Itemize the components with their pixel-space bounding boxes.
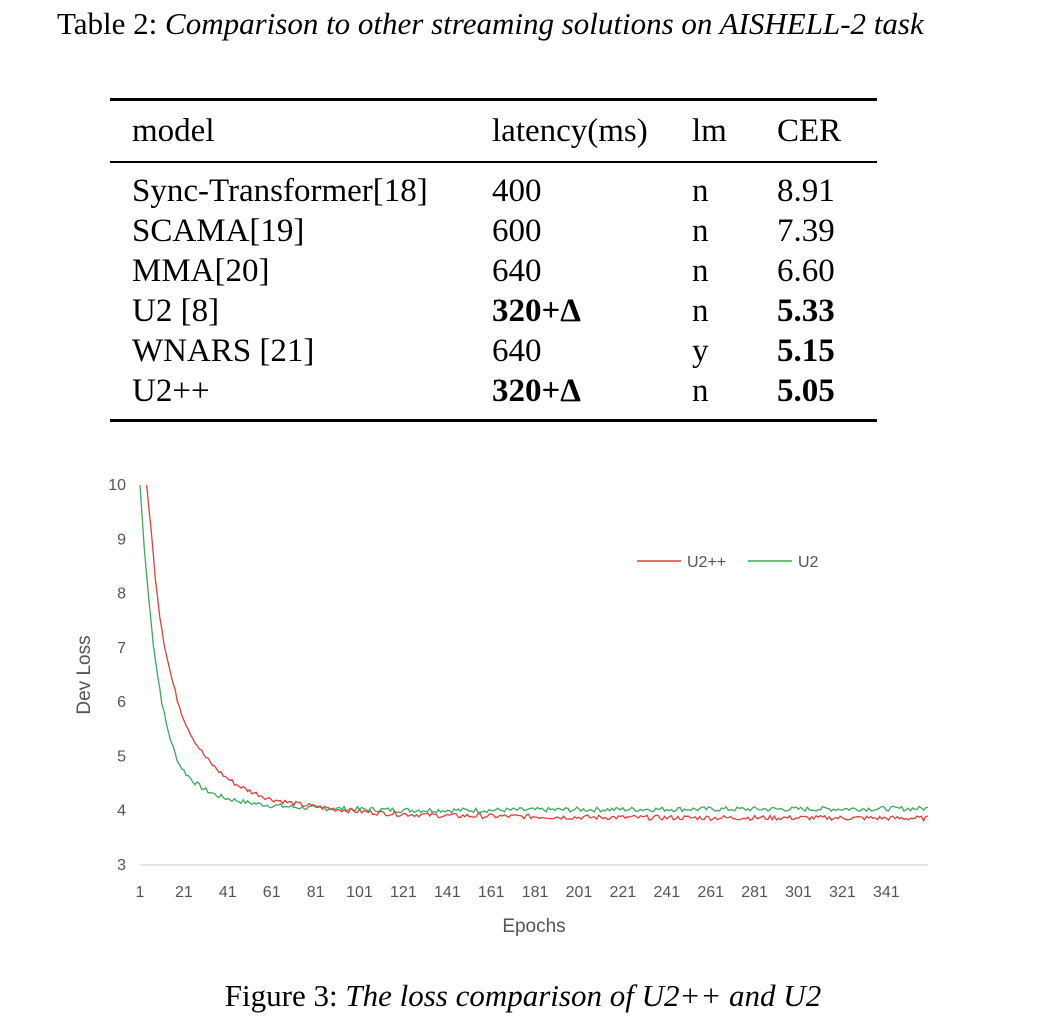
x-tick-label: 21 — [175, 884, 193, 901]
x-tick-label: 41 — [219, 884, 237, 901]
header-lm: lm — [692, 112, 727, 149]
x-tick-label: 141 — [434, 884, 461, 901]
y-tick-label: 9 — [117, 531, 126, 548]
latency-cell: 640 — [492, 253, 542, 289]
y-tick-label: 10 — [108, 477, 126, 494]
table-header-row: model latency(ms) lm CER — [110, 99, 877, 162]
x-tick-label: 341 — [873, 884, 900, 901]
model-cell: MMA[20] — [132, 253, 270, 289]
figure-caption-text: The loss comparison of U2++ and U2 — [345, 978, 822, 1013]
cer-cell: 5.05 — [777, 373, 835, 409]
cer-cell: 5.15 — [777, 333, 835, 369]
table-row: MMA[20] 640 n 6.60 — [110, 251, 877, 291]
figure-caption-label: Figure 3: — [224, 978, 338, 1013]
latency-cell: 320+Δ — [492, 373, 581, 409]
latency-cell: 600 — [492, 213, 542, 249]
y-tick-label: 8 — [117, 586, 126, 603]
table-row: WNARS [21] 640 y 5.15 — [110, 331, 877, 371]
series-line-u2 — [139, 484, 929, 814]
cer-cell: 6.60 — [777, 253, 835, 289]
lm-cell: y — [692, 333, 709, 369]
y-tick-label: 6 — [117, 694, 126, 711]
lm-cell: n — [692, 253, 709, 289]
y-tick-label: 3 — [117, 857, 126, 874]
header-cer: CER — [777, 112, 842, 149]
x-tick-label: 241 — [653, 884, 680, 901]
table-row: Sync-Transformer[18] 400 n 8.91 — [110, 162, 877, 211]
latency-cell: 640 — [492, 333, 542, 369]
table-row: U2++ 320+Δ n 5.05 — [110, 371, 877, 421]
x-tick-label: 61 — [263, 884, 281, 901]
x-tick-label: 201 — [566, 884, 593, 901]
legend-label-u2pp: U2++ — [687, 554, 726, 571]
series-line-u2pp — [145, 484, 929, 822]
latency-cell: 320+Δ — [492, 293, 581, 329]
x-tick-label: 161 — [478, 884, 505, 901]
latency-cell: 400 — [492, 173, 542, 209]
x-tick-label: 281 — [741, 884, 768, 901]
lm-cell: n — [692, 213, 709, 249]
x-tick-label: 261 — [697, 884, 724, 901]
cer-cell: 5.33 — [777, 293, 835, 329]
header-model: model — [132, 112, 215, 149]
header-latency: latency(ms) — [492, 112, 648, 149]
lm-cell: n — [692, 373, 709, 409]
x-tick-label: 181 — [522, 884, 549, 901]
y-tick-label: 7 — [117, 640, 126, 657]
x-tick-label: 1 — [136, 884, 145, 901]
model-cell: Sync-Transformer[18] — [132, 173, 428, 209]
lm-cell: n — [692, 173, 709, 209]
y-tick-label: 4 — [117, 803, 126, 820]
y-tick-label: 5 — [117, 748, 126, 765]
x-tick-label: 321 — [829, 884, 856, 901]
legend-label-u2: U2 — [798, 554, 819, 571]
x-tick-label: 301 — [785, 884, 812, 901]
figure-caption: Figure 3: The loss comparison of U2++ an… — [0, 976, 1046, 1016]
model-cell: WNARS [21] — [132, 333, 315, 369]
lm-cell: n — [692, 293, 709, 329]
model-cell: U2++ — [132, 373, 210, 409]
x-tick-label: 101 — [346, 884, 373, 901]
x-tick-label: 121 — [390, 884, 417, 901]
x-tick-label: 221 — [610, 884, 637, 901]
table-row: U2 [8] 320+Δ n 5.33 — [110, 291, 877, 331]
model-cell: SCAMA[19] — [132, 213, 305, 249]
table-caption-text: Comparison to other streaming solutions … — [165, 6, 924, 41]
y-axis-label: Dev Loss — [74, 635, 95, 714]
results-table: model latency(ms) lm CER Sync-Transforme… — [110, 98, 877, 422]
x-tick-label: 81 — [307, 884, 325, 901]
cer-cell: 7.39 — [777, 213, 835, 249]
cer-cell: 8.91 — [777, 173, 835, 209]
x-axis-label: Epochs — [502, 916, 565, 937]
model-cell: U2 [8] — [132, 293, 220, 329]
table-caption: Table 2: Comparison to other streaming s… — [57, 4, 957, 44]
table-caption-label: Table 2: — [57, 6, 158, 41]
table-row: SCAMA[19] 600 n 7.39 — [110, 211, 877, 251]
